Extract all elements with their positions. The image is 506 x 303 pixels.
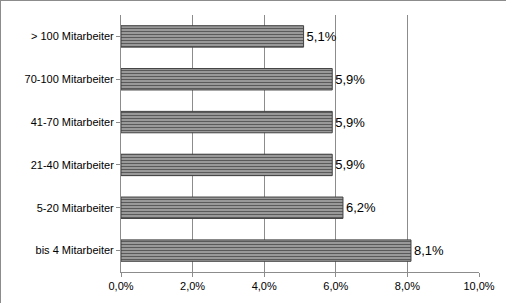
- svg-text:10,0%: 10,0%: [463, 280, 494, 292]
- svg-text:5,1%: 5,1%: [307, 29, 337, 44]
- svg-text:6,0%: 6,0%: [323, 280, 348, 292]
- svg-text:70-100 Mitarbeiter: 70-100 Mitarbeiter: [25, 73, 115, 85]
- svg-text:2,0%: 2,0%: [180, 280, 205, 292]
- svg-text:6,2%: 6,2%: [346, 200, 376, 215]
- svg-text:5,9%: 5,9%: [335, 157, 365, 172]
- svg-text:5-20 Mitarbeiter: 5-20 Mitarbeiter: [37, 202, 114, 214]
- svg-text:8,0%: 8,0%: [395, 280, 420, 292]
- svg-text:41-70 Mitarbeiter: 41-70 Mitarbeiter: [31, 116, 114, 128]
- svg-text:5,9%: 5,9%: [335, 115, 365, 130]
- svg-text:21-40 Mitarbeiter: 21-40 Mitarbeiter: [31, 159, 114, 171]
- svg-text:> 100 Mitarbeiter: > 100 Mitarbeiter: [31, 30, 114, 42]
- svg-text:5,9%: 5,9%: [335, 72, 365, 87]
- svg-text:bis 4 Mitarbeiter: bis 4 Mitarbeiter: [36, 244, 115, 256]
- svg-text:0,0%: 0,0%: [108, 280, 133, 292]
- svg-text:8,1%: 8,1%: [414, 243, 444, 258]
- svg-text:4,0%: 4,0%: [252, 280, 277, 292]
